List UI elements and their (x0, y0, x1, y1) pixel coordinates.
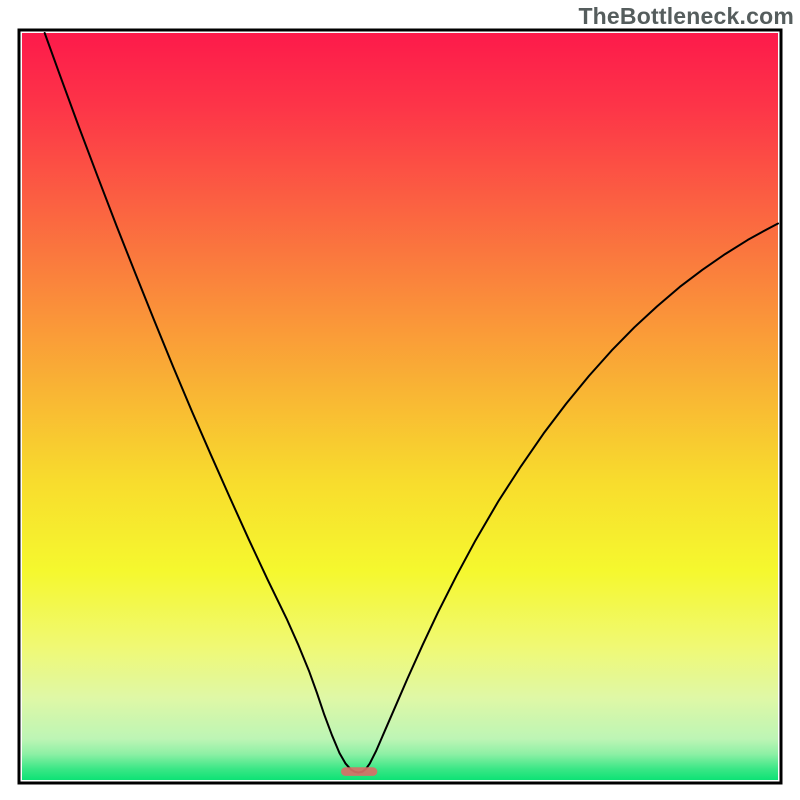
gradient-background (22, 33, 778, 780)
chart-stage: TheBottleneck.com (0, 0, 800, 800)
chart-svg (0, 0, 800, 800)
optimal-marker (341, 767, 377, 776)
watermark-text: TheBottleneck.com (578, 3, 794, 30)
